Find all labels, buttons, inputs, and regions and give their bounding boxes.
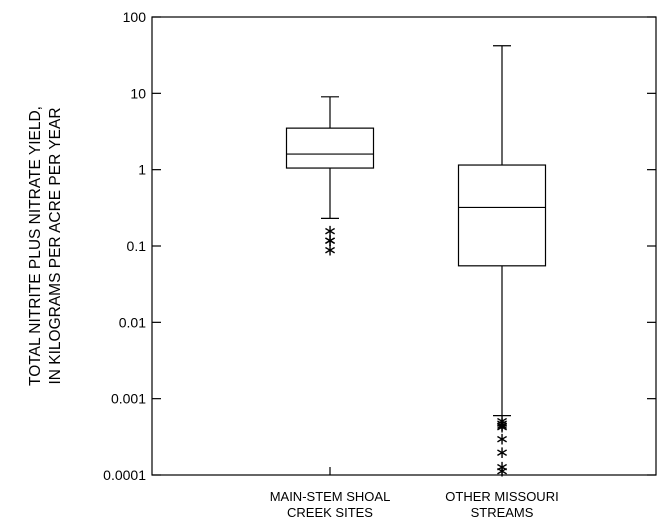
x-category-label: CREEK SITES — [287, 505, 373, 520]
x-category-label: MAIN-STEM SHOAL — [270, 489, 391, 504]
x-category-label: STREAMS — [471, 505, 534, 520]
outlier-point: ∗ — [323, 240, 337, 260]
y-tick-label: 1 — [138, 162, 146, 178]
outlier-point: ∗ — [495, 411, 509, 431]
outlier-point: ∗ — [495, 443, 509, 463]
outlier-point: ∗ — [495, 414, 509, 434]
box-2: ∗∗∗∗∗∗∗∗ — [457, 45, 547, 481]
outlier-point: ∗ — [495, 430, 509, 450]
y-tick-label: 0.001 — [111, 391, 146, 407]
plot-frame — [151, 16, 657, 476]
outlier-point: ∗ — [323, 221, 337, 241]
outlier-point: ∗ — [495, 416, 509, 436]
y-tick-label: 0.1 — [127, 238, 147, 254]
outlier-point: ∗ — [495, 418, 509, 438]
y-axis-title-line: TOTAL NITRITE PLUS NITRATE YIELD, — [27, 106, 44, 386]
box-1: ∗∗∗∗ — [285, 96, 375, 260]
outlier-point: ∗ — [323, 231, 337, 251]
interquartile-box — [457, 164, 547, 267]
outlier-point: ∗ — [323, 231, 337, 251]
y-axis-title-line: IN KILOGRAMS PER ACRE PER YEAR — [47, 107, 64, 384]
x-category-label: OTHER MISSOURI — [445, 489, 558, 504]
y-tick-label: 0.0001 — [103, 467, 146, 483]
y-axis-ticks: 100 10 1 0.1 0.01 0.001 0.0001 — [103, 9, 656, 483]
y-tick-label: 100 — [123, 9, 147, 25]
y-tick-label: 10 — [130, 85, 146, 101]
interquartile-box — [285, 127, 375, 169]
y-tick-label: 0.01 — [119, 314, 146, 330]
y-axis-title: TOTAL NITRITE PLUS NITRATE YIELD, IN KILO… — [27, 106, 64, 386]
box-series: ∗∗∗∗∗∗∗∗∗∗∗∗ — [285, 45, 547, 481]
